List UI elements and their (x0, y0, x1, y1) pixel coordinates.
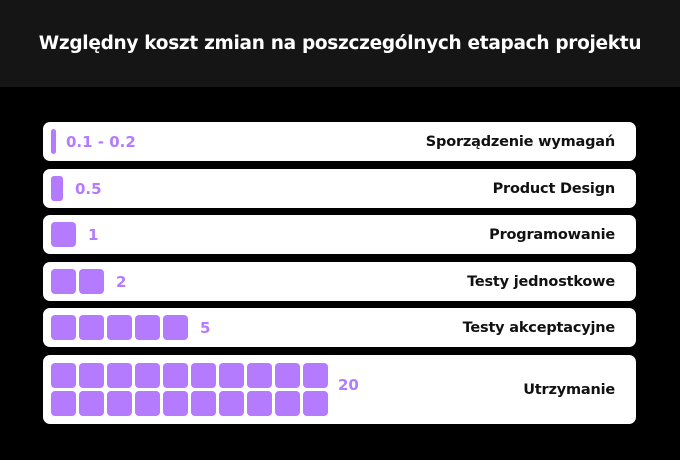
chart-row-product-design: 0.5 Product Design (43, 169, 636, 208)
page-title: Względny koszt zmian na poszczególnych e… (38, 33, 642, 54)
category-label: Product Design (492, 180, 616, 197)
chart-row-programming: 1 Programowanie (43, 215, 636, 254)
header: Względny koszt zmian na poszczególnych e… (0, 0, 680, 87)
category-label: Utrzymanie (523, 381, 615, 398)
value-label: 0.5 (75, 179, 102, 198)
category-label: Programowanie (489, 226, 615, 243)
bar-squares (51, 315, 188, 340)
bar-squares (51, 363, 328, 416)
category-label: Sporządzenie wymagań (425, 133, 615, 150)
chart-row-acceptance-tests: 5 Testy akceptacyjne (43, 308, 636, 347)
bar-squares (51, 269, 104, 294)
chart-row-requirements: 0.1 - 0.2 Sporządzenie wymagań (43, 122, 636, 161)
bar-squares (51, 222, 76, 247)
value-label: 20 (338, 375, 359, 394)
bar-fraction (51, 129, 56, 154)
value-label: 2 (116, 272, 127, 291)
bar-fraction (51, 176, 63, 201)
chart-row-unit-tests: 2 Testy jednostkowe (43, 262, 636, 301)
chart-row-maintenance: 20 Utrzymanie (43, 355, 636, 424)
category-label: Testy akceptacyjne (462, 319, 616, 336)
category-label: Testy jednostkowe (467, 273, 615, 290)
value-label: 5 (200, 318, 211, 337)
value-label: 0.1 - 0.2 (66, 132, 136, 151)
value-label: 1 (88, 225, 99, 244)
